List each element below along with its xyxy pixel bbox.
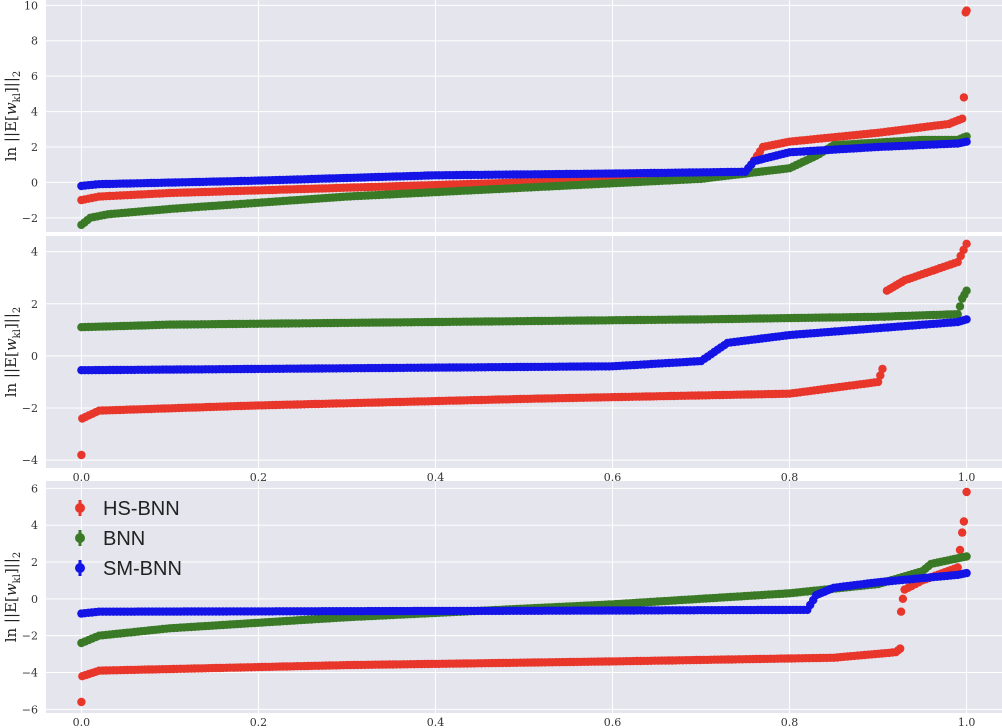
y-tick-label: −6	[22, 703, 38, 716]
y-tick-label: 4	[31, 106, 38, 119]
y-tick-label: 0	[31, 350, 38, 363]
panel-background	[46, 236, 1002, 468]
y-tick-label: 2	[31, 556, 38, 569]
data-point	[962, 239, 971, 248]
x-tick-label: 0.6	[604, 716, 622, 728]
panel-background	[46, 0, 1002, 232]
data-point	[958, 114, 967, 123]
panel-background	[46, 481, 1002, 713]
x-tick-label: 0.0	[73, 716, 91, 728]
data-point	[962, 568, 971, 578]
legend-marker	[75, 533, 85, 543]
panel-3: −6 −4 −2 0 2 4 6 0.0 0.2 0.4 0.6 0.8 1.0 ln ||E[wkl]|…	[2, 481, 1002, 728]
y-axis-label: ln ||E[wkl]||2	[2, 552, 23, 643]
x-tick-label: 0.2	[250, 471, 268, 484]
data-point	[896, 607, 906, 616]
x-tick-label: 0.8	[781, 716, 799, 728]
data-point	[876, 371, 885, 380]
series-hs-bnn	[77, 487, 971, 707]
data-point	[962, 315, 971, 324]
y-tick-label: 10	[24, 0, 38, 12]
series-hs-bnn	[77, 239, 971, 460]
legend-label: BNN	[103, 528, 145, 550]
data-point	[953, 310, 962, 319]
data-point	[959, 517, 969, 526]
panel-2: −4 −2 0 2 4 0.0 0.2 0.4 0.6 0.8 1.0 ln ||E[wkl]||2	[2, 236, 1002, 484]
data-point	[873, 377, 883, 387]
data-point	[959, 93, 969, 102]
x-tick-label: 0.4	[427, 716, 445, 728]
series-sm-bnn	[77, 315, 971, 375]
y-tick-label: −4	[22, 666, 38, 679]
y-tick-label: 4	[31, 246, 38, 259]
y-tick-label: 2	[31, 298, 38, 311]
panel-1: −2 0 2 4 6 8 10 ln ||E[wkl]||2	[2, 0, 1002, 232]
x-tick-label: 1.0	[958, 471, 976, 484]
data-point	[962, 487, 971, 497]
x-tick-label: 0.4	[427, 471, 445, 484]
y-tick-label: −2	[22, 212, 38, 225]
legend-label: SM-BNN	[103, 558, 182, 580]
y-tick-label: −2	[22, 402, 38, 415]
x-tick-label: 0.6	[604, 471, 622, 484]
y-tick-label: 0	[31, 176, 38, 189]
data-point	[77, 450, 86, 460]
data-point	[962, 6, 971, 15]
y-tick-label: 4	[31, 519, 38, 532]
data-point	[898, 594, 908, 603]
data-point	[878, 364, 887, 374]
x-tick-label: 0.0	[73, 471, 91, 484]
data-point	[958, 528, 967, 537]
series-sm-bnn	[77, 568, 971, 618]
y-tick-label: −4	[22, 454, 38, 467]
y-tick-label: 0	[31, 593, 38, 606]
x-tick-label: 0.8	[781, 471, 799, 484]
y-axis-label: ln ||E[wkl]||2	[2, 307, 23, 398]
data-point	[962, 552, 971, 561]
series-sm-bnn	[77, 137, 971, 191]
y-tick-label: 6	[31, 482, 38, 495]
data-point	[955, 302, 965, 311]
series-bnn	[77, 286, 971, 332]
data-point	[962, 137, 971, 146]
data-point	[953, 563, 962, 572]
legend-marker	[75, 503, 85, 513]
legend: HS-BNN BNN SM-BNN	[75, 498, 182, 580]
legend-marker	[75, 563, 85, 573]
y-tick-label: −2	[22, 630, 38, 643]
y-tick-label: 6	[31, 70, 38, 83]
x-tick-label: 0.2	[250, 716, 268, 728]
y-tick-label: 2	[31, 141, 38, 154]
data-point	[955, 545, 965, 555]
y-tick-label: 8	[31, 35, 38, 48]
data-point	[962, 286, 971, 295]
data-point	[896, 644, 905, 653]
y-axis-label: ln ||E[wkl]||2	[2, 71, 23, 162]
legend-label: HS-BNN	[103, 498, 180, 520]
data-point	[77, 697, 86, 707]
x-tick-label: 1.0	[958, 716, 976, 728]
